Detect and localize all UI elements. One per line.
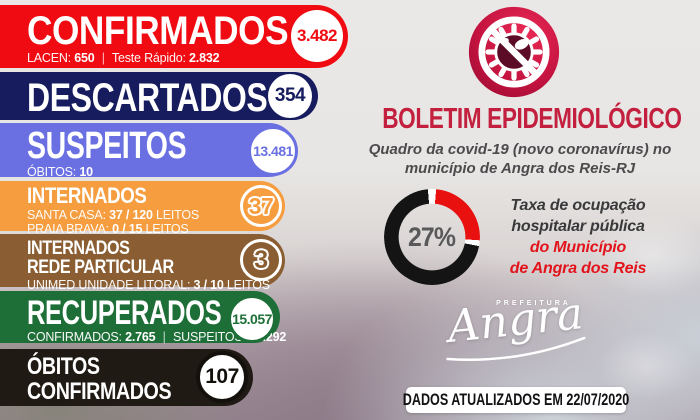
confirmados-badge: 3.482 [291, 10, 343, 62]
rec-confirmados-label: CONFIRMADOS: [27, 330, 122, 344]
descartados-bar: DESCARTADOS 354 [0, 72, 318, 120]
obitos-confirmados-title: ÓBITOS CONFIRMADOS [27, 353, 172, 405]
logo-swoosh-stroke [445, 336, 585, 362]
occupancy-caption: Taxa de ocupação hospitalar pública do M… [478, 195, 678, 279]
separator: | [162, 330, 166, 344]
occupancy-line1: Taxa de ocupação [510, 197, 646, 214]
lacen-label: LACEN: [27, 51, 71, 65]
rec-suspeitos-label: SUSPEITOS: [173, 330, 246, 344]
internados-line1: SANTA CASA: 37 / 120 LEITOS [27, 208, 285, 222]
prefeitura-angra-logo: PREFEITURA Angra [428, 288, 603, 363]
no-virus-icon [468, 6, 560, 98]
obitos-confirmados-bar: ÓBITOS CONFIRMADOS 107 [0, 349, 253, 406]
obitos-suspeitos-value: 10 [79, 165, 93, 179]
title-line1: INTERNADOS [27, 238, 130, 259]
donut-percent-text: 27% [408, 221, 457, 252]
rec-confirmados-value: 2.765 [125, 330, 156, 344]
recuperados-badge: 15.057 [228, 295, 276, 343]
bulletin-subtitle: Quadro da covid-19 (novo coronavírus) no… [340, 140, 700, 178]
internados-particular-badge: 3 [240, 239, 282, 281]
santa-casa-label: SANTA CASA: [27, 208, 106, 222]
recuperados-subtext: CONFIRMADOS: 2.765 | SUSPEITOS: 12.292 [27, 330, 286, 344]
suspeitos-bar: SUSPEITOS ÓBITOS: 10 13.481 [0, 123, 298, 179]
occupancy-line2: hospitalar pública [511, 218, 645, 235]
bulletin-title-text: BOLETIM EPIDEMIOLÓGICO [382, 103, 682, 135]
confirmados-subtext: LACEN: 650 | Teste Rápido: 2.832 [27, 51, 348, 65]
descartados-badge: 354 [268, 74, 312, 118]
praia-brava-label: PRAIA BRAVA: [27, 222, 109, 236]
confirmados-bar: CONFIRMADOS LACEN: 650 | Teste Rápido: 2… [0, 5, 348, 68]
santa-casa-suffix: LEITOS [156, 208, 200, 222]
donut-percent-label: 27% [384, 189, 480, 285]
title-line1: ÓBITOS [27, 353, 100, 380]
occupancy-line3: do Município [529, 239, 627, 256]
santa-casa-value: 37 / 120 [109, 208, 153, 222]
unimed-value: 3 / 10 [193, 278, 224, 292]
praia-brava-suffix: LEITOS [145, 222, 189, 236]
internados-bar: INTERNADOS SANTA CASA: 37 / 120 LEITOS P… [0, 181, 285, 236]
praia-brava-value: 0 / 15 [112, 222, 143, 236]
unimed-suffix: LEITOS [226, 278, 270, 292]
separator: | [101, 51, 105, 65]
teste-rapido-value: 2.832 [189, 51, 220, 65]
subtitle-line2: município de Angra dos Reis-RJ [404, 160, 636, 177]
occupancy-line4: de Angra dos Reis [509, 260, 647, 277]
suspeitos-subtext: ÓBITOS: 10 [27, 165, 296, 179]
recuperados-bar: RECUPERADOS CONFIRMADOS: 2.765 | SUSPEIT… [0, 291, 286, 344]
confirmados-title: CONFIRMADOS [27, 9, 289, 53]
donut-ring [384, 189, 480, 285]
suspeitos-badge: 13.481 [248, 126, 298, 176]
unimed-label: UNIMED UNIDADE LITORAL: [27, 278, 191, 292]
internados-title: INTERNADOS [27, 183, 147, 208]
title-line2: REDE PARTICULAR [27, 257, 174, 278]
occupancy-donut-chart: 27% [384, 189, 480, 285]
internados-particular-title: INTERNADOS REDE PARTICULAR [27, 239, 174, 277]
data-updated-text: DADOS ATUALIZADOS EM 22/07/2020 [402, 390, 630, 409]
bulletin-title: BOLETIM EPIDEMIOLÓGICO [340, 103, 700, 136]
unimed-line: UNIMED UNIDADE LITORAL: 3 / 10 LEITOS [27, 278, 285, 292]
data-updated-banner: DADOS ATUALIZADOS EM 22/07/2020 [402, 387, 630, 413]
internados-particular-bar: INTERNADOS REDE PARTICULAR UNIMED UNIDAD… [0, 234, 285, 292]
teste-rapido-label: Teste Rápido: [111, 51, 186, 65]
suspeitos-title: SUSPEITOS [27, 125, 187, 167]
title-line2: CONFIRMADOS [27, 378, 172, 405]
obitos-suspeitos-label: ÓBITOS: [27, 165, 77, 179]
lacen-value: 650 [74, 51, 95, 65]
internados-line2: PRAIA BRAVA: 0 / 15 LEITOS [27, 222, 285, 236]
recuperados-title: RECUPERADOS [27, 294, 222, 332]
obitos-confirmados-badge: 107 [196, 351, 248, 403]
logo-pretitle: PREFEITURA [496, 300, 571, 307]
descartados-title: DESCARTADOS [27, 76, 268, 120]
subtitle-line1: Quadro da covid-19 (novo coronavírus) no [368, 141, 672, 158]
internados-badge: 37 [240, 185, 282, 227]
